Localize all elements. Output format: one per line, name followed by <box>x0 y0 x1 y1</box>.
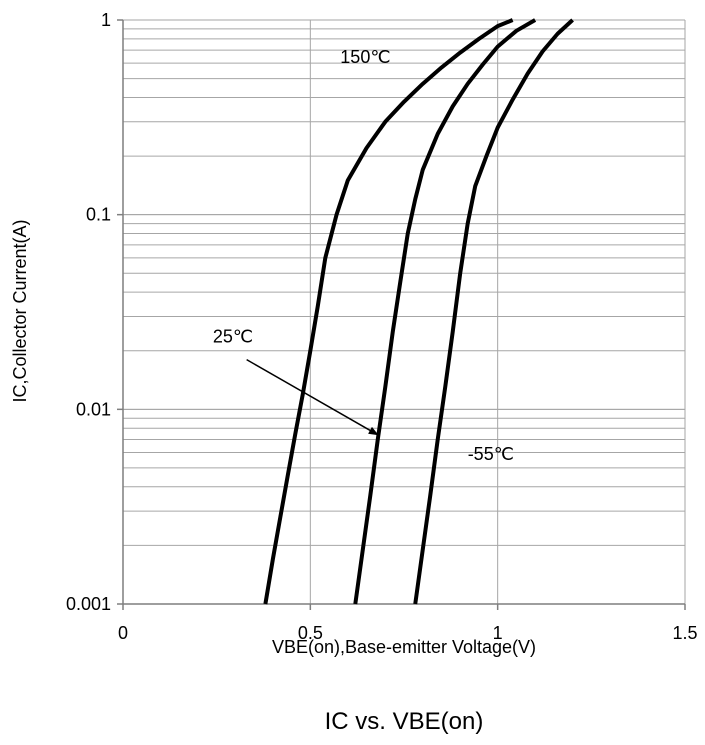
series-lines <box>263 18 574 605</box>
y-tick-label: 1 <box>101 10 111 30</box>
series-line <box>263 18 514 605</box>
y-tick-label: 0.01 <box>76 399 111 419</box>
annotation-layer: 150℃ 25℃ -55℃ <box>213 47 514 464</box>
series-annotation-label: 150℃ <box>340 47 390 67</box>
y-axis-title: IC,Collector Current(A) <box>10 219 30 402</box>
y-tick-label: 0.001 <box>66 594 111 614</box>
series-line <box>353 18 537 605</box>
x-axis-title: VBE(on),Base-emitter Voltage(V) <box>272 637 536 657</box>
annotation-arrow <box>246 358 379 436</box>
x-tick-label: 0.5 <box>298 623 323 643</box>
x-tick-label: 0 <box>118 623 128 643</box>
chart-title: IC vs. VBE(on) <box>325 708 484 735</box>
tick-labels: 0.001 0.01 0.1 1 0 0.5 1 1.5 <box>66 10 698 643</box>
plot-frame <box>117 19 686 610</box>
y-tick-label: 0.1 <box>86 205 111 225</box>
x-tick-label: 1 <box>493 623 503 643</box>
x-tick-label: 1.5 <box>672 623 697 643</box>
series-line <box>413 18 574 605</box>
series-annotation-label: 25℃ <box>213 327 253 347</box>
series-annotation-label: -55℃ <box>468 444 514 464</box>
grid-lines <box>122 19 686 605</box>
